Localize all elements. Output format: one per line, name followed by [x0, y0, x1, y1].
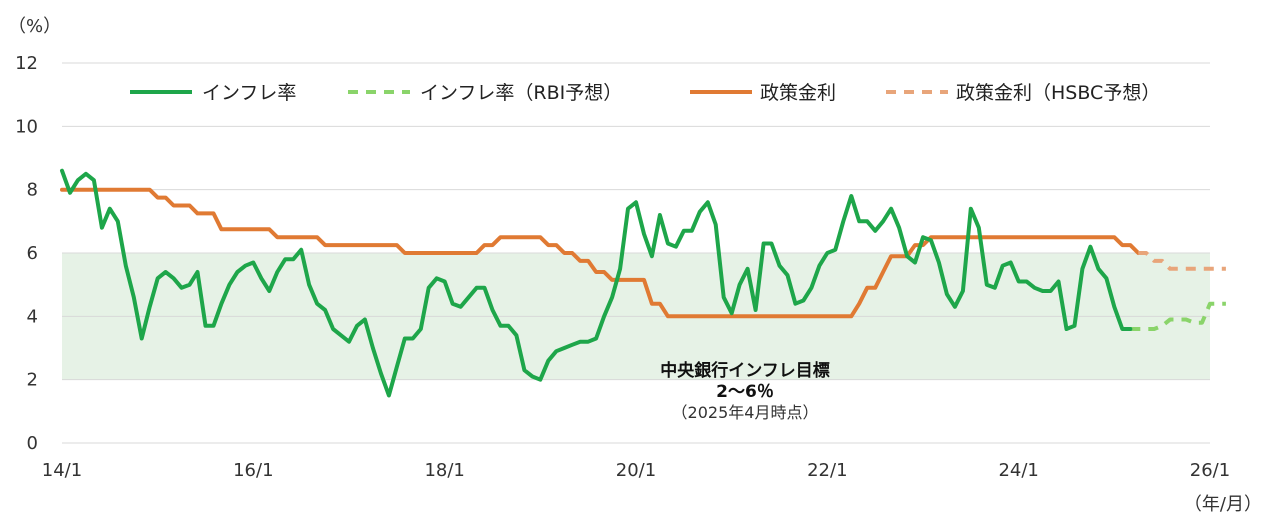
x-tick-label: 22/1 — [807, 460, 847, 481]
y-tick-label: 12 — [15, 53, 38, 74]
legend-label: 政策金利（HSBC予想） — [956, 82, 1160, 104]
y-tick-label: 0 — [27, 433, 38, 454]
series-lines — [60, 168, 1226, 398]
x-tick-label: 18/1 — [424, 460, 464, 481]
legend-label: インフレ率（RBI予想） — [420, 82, 622, 104]
series-line-2 — [60, 187, 1141, 319]
gridlines — [62, 62, 1210, 444]
series-line-0 — [60, 168, 1133, 398]
y-tick-label: 4 — [27, 306, 38, 327]
x-tick-label: 20/1 — [616, 460, 656, 481]
legend-label: 政策金利 — [760, 82, 836, 104]
series-line-3 — [1138, 251, 1226, 271]
x-tick-label: 26/1 — [1190, 460, 1230, 481]
x-tick-label: 16/1 — [233, 460, 273, 481]
y-tick-label: 10 — [15, 116, 38, 137]
legend: インフレ率 インフレ率（RBI予想） 政策金利 政策金利（HSBC予想） — [130, 82, 1160, 104]
x-axis-ticks: 14/1 16/1 18/1 20/1 22/1 24/1 26/1 — [42, 460, 1230, 481]
band-title: 中央銀行インフレ目標 — [660, 360, 830, 381]
y-tick-label: 2 — [27, 370, 38, 391]
y-unit-label: （%） — [8, 16, 61, 37]
y-tick-label: 8 — [27, 180, 38, 201]
x-unit-label: （年/月） — [1184, 494, 1262, 515]
band-range: 2～6％ — [716, 382, 774, 402]
series-line-1 — [1130, 301, 1226, 331]
x-tick-label: 24/1 — [998, 460, 1038, 481]
x-tick-label: 14/1 — [42, 460, 82, 481]
legend-label: インフレ率 — [202, 82, 296, 104]
band-note: （2025年4月時点） — [672, 403, 819, 422]
y-axis-ticks: 0 2 4 6 8 10 12 — [15, 53, 38, 454]
y-tick-label: 6 — [27, 243, 38, 264]
